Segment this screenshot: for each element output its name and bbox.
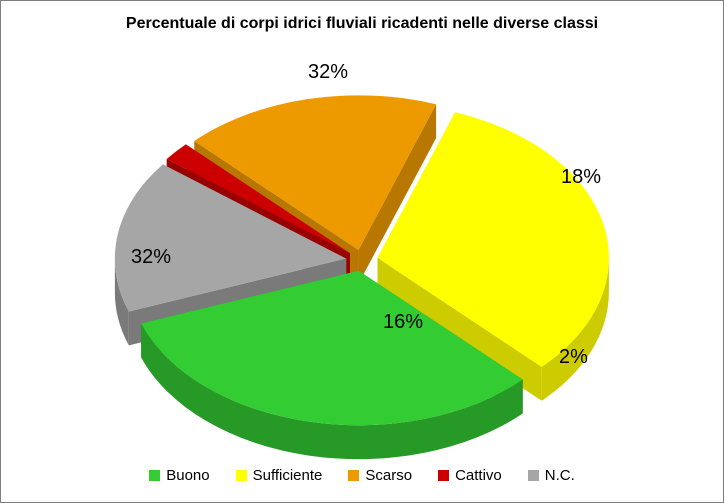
legend-item-cattivo: Cattivo [438, 467, 502, 484]
data-label: 32% [131, 246, 171, 269]
legend-swatch [149, 470, 160, 481]
legend-item-scarso: Scarso [348, 467, 412, 484]
legend-swatch [348, 470, 359, 481]
legend-item-nc: N.C. [528, 467, 575, 484]
legend-swatch [236, 470, 247, 481]
legend: Buono Sufficiente Scarso Cattivo N.C. [1, 467, 723, 484]
legend-label: Sufficiente [253, 467, 323, 484]
data-label: 32% [308, 61, 348, 84]
data-label: 18% [561, 166, 601, 189]
legend-swatch [438, 470, 449, 481]
data-label: 2% [559, 346, 588, 369]
data-label: 16% [383, 311, 423, 334]
chart-frame: Percentuale di corpi idrici fluviali ric… [0, 0, 724, 503]
legend-item-sufficiente: Sufficiente [236, 467, 323, 484]
legend-swatch [528, 470, 539, 481]
pie-chart [1, 1, 723, 503]
legend-label: N.C. [545, 467, 575, 484]
legend-label: Scarso [365, 467, 412, 484]
legend-label: Buono [166, 467, 209, 484]
legend-label: Cattivo [455, 467, 502, 484]
legend-item-buono: Buono [149, 467, 209, 484]
